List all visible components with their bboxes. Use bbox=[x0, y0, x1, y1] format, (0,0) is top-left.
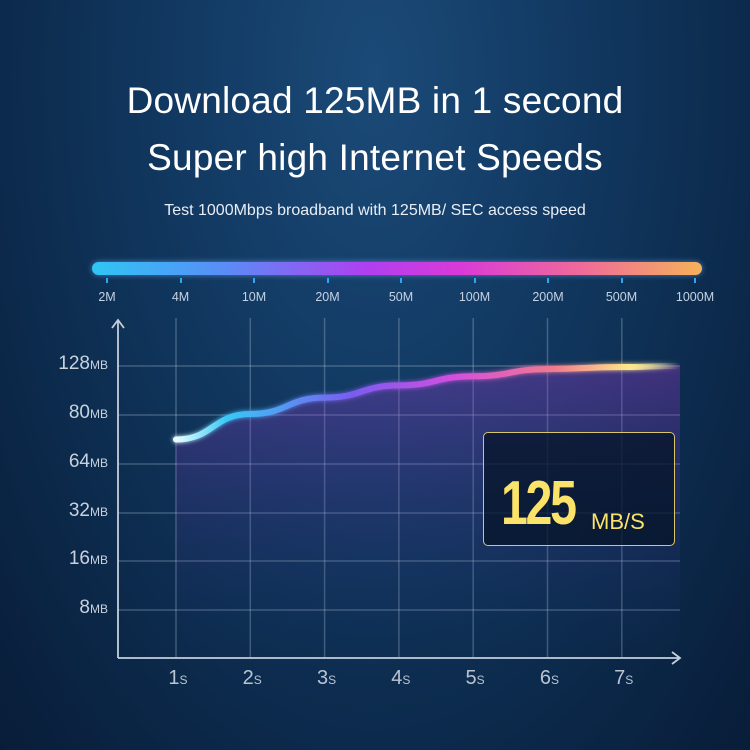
scale-label: 20M bbox=[315, 290, 340, 304]
scale-label: 1000M bbox=[675, 290, 715, 304]
x-tick-label: 1S bbox=[168, 667, 188, 689]
x-axis-arrow-icon bbox=[671, 651, 682, 665]
speed-value: 125 bbox=[501, 469, 577, 538]
scale-label: 500M bbox=[605, 290, 638, 304]
y-tick-label: 8MB bbox=[79, 597, 108, 618]
scale-label: 100M bbox=[458, 290, 491, 304]
scale-label: 50M bbox=[388, 290, 414, 304]
scale-label: 4M bbox=[171, 290, 190, 304]
x-tick-label: 7S bbox=[614, 667, 634, 689]
y-tick-label: 128MB bbox=[58, 353, 108, 374]
headline-line2: Super high Internet Speeds bbox=[147, 137, 603, 178]
x-tick-label: 2S bbox=[242, 667, 262, 689]
y-tick-label: 16MB bbox=[68, 548, 108, 569]
scale-tick bbox=[326, 278, 329, 283]
scale-label: 2M bbox=[98, 290, 116, 304]
x-tick-label: 4S bbox=[391, 667, 411, 689]
x-tick-label: 6S bbox=[539, 667, 559, 689]
speed-callout: 125 MB/S bbox=[483, 432, 675, 546]
scale-tick bbox=[253, 278, 255, 283]
scale-tick bbox=[620, 278, 623, 283]
scale-tick bbox=[400, 278, 402, 283]
y-tick-label: 80MB bbox=[68, 402, 108, 423]
y-tick-label: 32MB bbox=[68, 500, 108, 521]
y-axis-arrow-icon bbox=[111, 318, 125, 329]
subtitle: Test 1000Mbps broadband with 125MB/ SEC … bbox=[164, 202, 586, 219]
x-tick-label: 5S bbox=[465, 667, 485, 689]
scale-tick bbox=[106, 278, 108, 283]
speed-unit: MB/S bbox=[591, 509, 645, 534]
scale-label: 200M bbox=[532, 290, 564, 304]
x-tick-label: 3S bbox=[316, 667, 337, 689]
scale-tick bbox=[547, 278, 549, 283]
scale-tick bbox=[179, 278, 182, 283]
y-tick-label: 64MB bbox=[68, 451, 108, 472]
speed-gradient-bar bbox=[92, 262, 702, 275]
scale-tick bbox=[694, 278, 696, 283]
speed-curve bbox=[173, 363, 683, 443]
headline-line1: Download 125MB in 1 second bbox=[126, 80, 624, 121]
scale-label: 10M bbox=[241, 290, 267, 304]
scale-tick bbox=[473, 278, 476, 283]
